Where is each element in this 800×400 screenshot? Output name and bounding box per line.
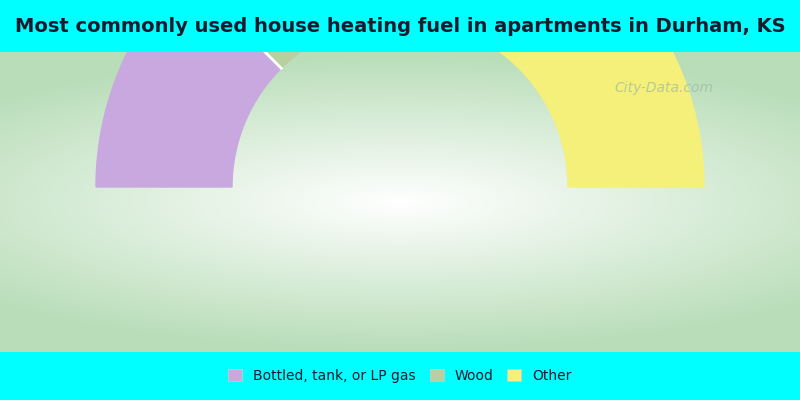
Polygon shape <box>185 0 400 68</box>
Polygon shape <box>96 0 282 187</box>
Text: Most commonly used house heating fuel in apartments in Durham, KS: Most commonly used house heating fuel in… <box>14 16 786 36</box>
Text: City-Data.com: City-Data.com <box>614 81 714 95</box>
Polygon shape <box>400 0 704 187</box>
Legend: Bottled, tank, or LP gas, Wood, Other: Bottled, tank, or LP gas, Wood, Other <box>222 364 578 388</box>
